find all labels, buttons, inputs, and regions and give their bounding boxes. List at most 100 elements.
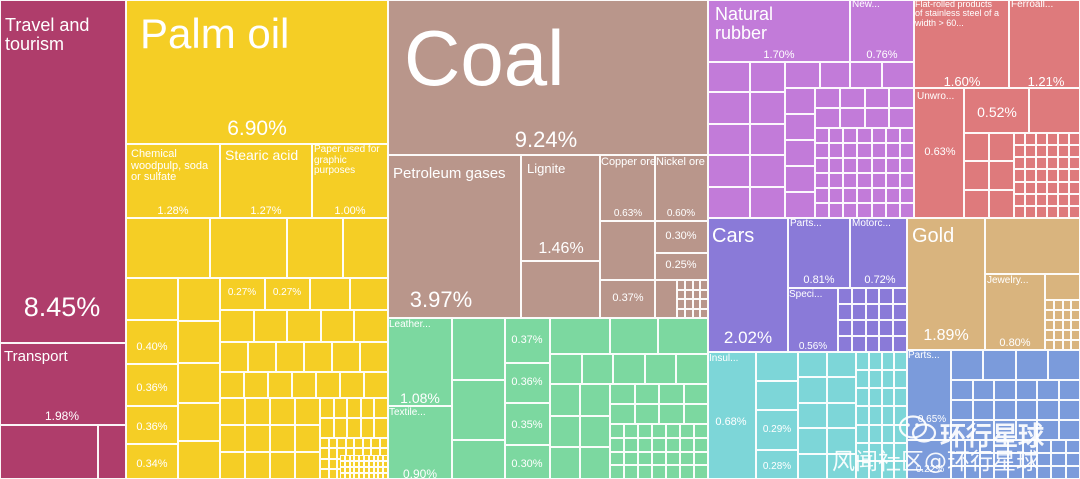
- small-tile: [964, 189, 989, 218]
- small-tile: [580, 384, 610, 416]
- small-tile: [864, 88, 890, 108]
- small-tile: [320, 398, 334, 418]
- small-tile: [364, 372, 388, 398]
- small-tile: [708, 92, 750, 124]
- small-tile: [885, 203, 900, 218]
- small-tile: [1053, 320, 1063, 330]
- small-tile: [857, 203, 872, 218]
- small-tile: [1058, 193, 1069, 206]
- small-tile: [829, 158, 844, 173]
- small-tile: [1036, 193, 1047, 206]
- small-tile: [798, 453, 827, 479]
- small-tile: [683, 384, 708, 404]
- gold-tile: [907, 218, 985, 350]
- small-tile: [965, 466, 980, 479]
- small-tile: [610, 437, 624, 452]
- small-tile: [750, 92, 785, 124]
- tile-0-22-tile: [907, 440, 951, 479]
- small-tile: [350, 278, 388, 310]
- small-tile: [373, 461, 379, 467]
- small-tile: [0, 425, 98, 479]
- small-tile: [851, 320, 866, 336]
- small-tile: [1053, 310, 1063, 320]
- small-tile: [827, 453, 856, 479]
- speci-tile: [788, 288, 838, 352]
- small-tile: [843, 173, 858, 188]
- small-tile: [220, 398, 245, 425]
- small-tile: [634, 384, 659, 404]
- small-tile: [798, 352, 827, 378]
- small-tile: [868, 460, 882, 479]
- small-tile: [359, 461, 364, 467]
- parts-tile: [788, 218, 850, 288]
- small-tile: [652, 465, 666, 479]
- small-tile: [340, 461, 345, 467]
- small-tile: [989, 189, 1014, 218]
- small-tile: [994, 400, 1016, 420]
- small-tile: [1025, 157, 1036, 170]
- small-tile: [354, 467, 360, 473]
- small-tile: [785, 88, 815, 114]
- tile-0-37-tile: [505, 318, 550, 363]
- small-tile: [1025, 169, 1036, 182]
- small-tile: [295, 398, 320, 425]
- small-tile: [899, 143, 914, 158]
- small-tile: [856, 370, 869, 389]
- travel-and-tourism-tile: [0, 0, 126, 343]
- small-tile: [1058, 157, 1069, 170]
- small-tile: [1047, 181, 1058, 194]
- small-tile: [1058, 400, 1080, 420]
- small-tile: [951, 440, 966, 453]
- small-tile: [1025, 133, 1036, 146]
- small-tile: [885, 143, 900, 158]
- small-tile: [839, 88, 865, 108]
- small-tile: [865, 288, 880, 304]
- small-tile: [843, 158, 858, 173]
- tile-0-36-tile: [126, 406, 178, 444]
- small-tile: [1036, 169, 1047, 182]
- small-tile: [245, 425, 270, 452]
- small-tile: [700, 308, 708, 318]
- small-tile: [979, 440, 994, 453]
- small-tile: [879, 304, 894, 320]
- small-tile: [1053, 330, 1063, 340]
- tile-0-52-tile: [964, 88, 1029, 133]
- small-tile: [373, 455, 379, 461]
- small-tile: [856, 388, 869, 407]
- small-tile: [785, 140, 815, 166]
- small-tile: [374, 418, 388, 438]
- small-tile: [521, 261, 600, 318]
- small-tile: [1051, 466, 1066, 479]
- small-tile: [245, 452, 270, 479]
- small-tile: [550, 415, 580, 448]
- small-tile: [871, 173, 886, 188]
- small-tile: [610, 318, 658, 354]
- small-tile: [785, 166, 815, 192]
- small-tile: [374, 398, 388, 418]
- small-tile: [1015, 400, 1037, 420]
- small-tile: [344, 467, 350, 473]
- small-tile: [815, 173, 830, 188]
- tile-0-36-tile: [126, 364, 178, 406]
- small-tile: [360, 418, 375, 438]
- small-tile: [879, 336, 894, 352]
- small-tile: [1045, 340, 1054, 350]
- small-tile: [864, 108, 890, 128]
- tile-0-34-tile: [126, 444, 178, 479]
- small-tile: [362, 438, 371, 449]
- small-tile: [827, 402, 856, 429]
- small-tile: [700, 299, 708, 309]
- small-tile: [951, 350, 984, 380]
- small-tile: [328, 448, 337, 459]
- small-tile: [881, 388, 895, 407]
- chemical-woodpulp-soda-or-sulfate-tile: [126, 144, 220, 218]
- small-tile: [868, 352, 882, 371]
- small-tile: [1036, 157, 1047, 170]
- small-tile: [994, 466, 1009, 479]
- small-tile: [893, 336, 907, 352]
- small-tile: [624, 437, 638, 452]
- small-tile: [843, 203, 858, 218]
- unwro-tile: [914, 88, 964, 218]
- small-tile: [1047, 145, 1058, 158]
- small-tile: [885, 128, 900, 143]
